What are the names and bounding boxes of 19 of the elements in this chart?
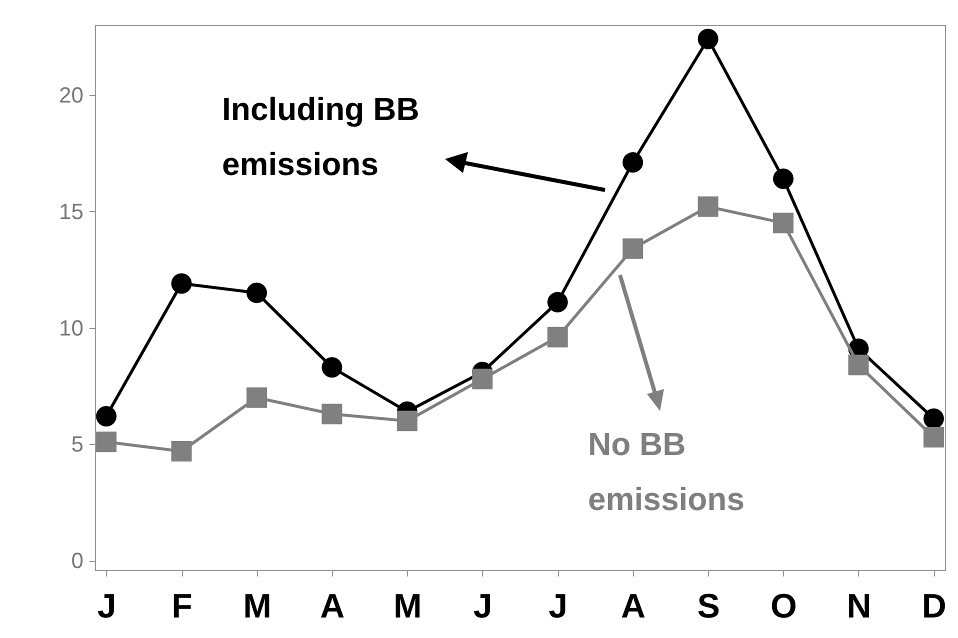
x-tick-label: M	[243, 588, 272, 626]
x-tick-label: D	[922, 588, 946, 626]
y-tick-label: 20	[59, 82, 84, 108]
x-tick-label: J	[548, 588, 568, 626]
x-tick-label: F	[172, 588, 192, 626]
x-tick-label: N	[846, 588, 872, 626]
x-tick-label: J	[473, 588, 492, 626]
legend-label: No BB emissions	[588, 426, 745, 517]
x-tick-label: S	[697, 588, 720, 626]
x-tick-label: O	[770, 588, 797, 626]
x-tick-label: A	[621, 588, 646, 626]
x-tick-label: A	[320, 588, 345, 626]
x-tick-label: J	[97, 588, 116, 626]
text: Including BB emissions	[222, 91, 420, 182]
y-tick-label: 5	[71, 432, 84, 457]
y-tick-label: 15	[59, 198, 84, 224]
y-tick-label: 10	[59, 315, 84, 340]
x-tick-label: M	[394, 588, 422, 626]
y-tick-label: 0	[71, 548, 84, 574]
